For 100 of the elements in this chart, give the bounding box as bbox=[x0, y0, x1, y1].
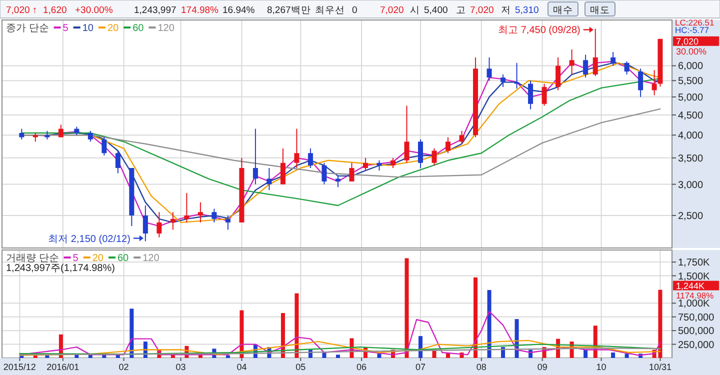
candlestick bbox=[58, 124, 64, 138]
candlestick bbox=[376, 160, 382, 172]
candlestick bbox=[624, 61, 630, 76]
candlestick bbox=[115, 150, 120, 174]
candlestick bbox=[184, 192, 190, 223]
x-tick-label: 06 bbox=[356, 362, 367, 372]
candlestick bbox=[610, 52, 616, 66]
candlestick bbox=[556, 56, 561, 91]
legend-label: 120 bbox=[158, 23, 175, 34]
candlestick bbox=[500, 74, 506, 88]
bar bbox=[474, 277, 478, 358]
x-tick-label: 2016/01 bbox=[46, 362, 80, 372]
candlestick bbox=[390, 157, 396, 168]
x-tick-label: 03 bbox=[176, 362, 186, 372]
bar bbox=[501, 347, 506, 358]
candlestick bbox=[170, 212, 176, 230]
candlestick bbox=[294, 128, 300, 168]
annotation: 최저 2,150 (02/12) bbox=[48, 234, 130, 245]
candlestick bbox=[528, 80, 534, 110]
candlestick bbox=[102, 136, 107, 156]
bar bbox=[611, 352, 616, 358]
bar bbox=[487, 290, 492, 358]
line-series bbox=[19, 348, 661, 356]
candlestick bbox=[446, 136, 451, 154]
bar bbox=[226, 355, 230, 358]
bar bbox=[322, 352, 326, 358]
bar bbox=[404, 258, 409, 358]
header: 7,020 ↑ 1,620 +30.00% 1,243,997 174.98% 16.94% 8,267백만 최우선 0 7,020 시 5,400 고 7,020 저 5,310 매수 매도 bbox=[0, 0, 720, 18]
legend-label: 20 bbox=[107, 23, 120, 34]
legend-label: 5 bbox=[62, 23, 69, 34]
legend-label: 120 bbox=[142, 253, 160, 264]
y-tick-label: 750,000 bbox=[678, 312, 715, 324]
bar bbox=[377, 354, 382, 358]
candlestick bbox=[432, 148, 437, 166]
candlestick bbox=[266, 167, 272, 191]
candlestick bbox=[252, 128, 258, 185]
y-tick-label: 1,750K bbox=[678, 258, 710, 269]
candlestick bbox=[156, 212, 162, 238]
x-tick-label: 02 bbox=[118, 362, 129, 372]
legend-label: 60 bbox=[117, 253, 130, 264]
x-tick-label: 2015/12 bbox=[3, 362, 36, 372]
y-tick-label: 1,000K bbox=[678, 298, 710, 310]
legend-title: 종가 단순 bbox=[6, 23, 49, 34]
x-tick-label: 10 bbox=[596, 362, 606, 372]
candlestick bbox=[335, 175, 340, 188]
y-tick-label: 500,000 bbox=[678, 326, 715, 338]
annotation: 1,243,997주(1,174.98%) bbox=[6, 263, 115, 274]
candlestick bbox=[212, 208, 217, 223]
legend-label: 5 bbox=[72, 253, 79, 264]
y-tick-label: 6,000 bbox=[678, 61, 704, 72]
candlestick bbox=[349, 162, 354, 182]
candlestick bbox=[638, 68, 644, 98]
y-tick-label: 3,500 bbox=[678, 153, 704, 164]
y-tick-label: 3,000 bbox=[678, 180, 704, 191]
y-tick-label: 2,500 bbox=[678, 210, 704, 222]
legend-label: 10 bbox=[82, 23, 94, 34]
text: 30.00% bbox=[676, 46, 707, 56]
text: 1,244K bbox=[676, 280, 705, 291]
candlestick bbox=[308, 148, 313, 168]
candlestick bbox=[88, 130, 93, 142]
y-tick-label: 5,000 bbox=[678, 92, 704, 104]
text: 7,020 bbox=[676, 36, 699, 46]
legend-label: 60 bbox=[132, 23, 144, 34]
candlestick bbox=[542, 83, 547, 106]
y-tick-label: 250,000 bbox=[678, 340, 715, 351]
candlestick bbox=[198, 202, 203, 223]
candlestick bbox=[652, 70, 657, 96]
candlestick bbox=[225, 214, 230, 230]
x-tick-label: 07 bbox=[415, 362, 426, 372]
legend-label: 20 bbox=[92, 253, 104, 264]
bar bbox=[336, 354, 340, 358]
bar bbox=[280, 313, 285, 358]
candlestick bbox=[19, 128, 24, 140]
candlestick bbox=[322, 162, 327, 185]
x-tick-label: 05 bbox=[296, 362, 306, 372]
legend-title: 거래량 단순 bbox=[6, 253, 59, 264]
annotation: 최고 7,450 (09/28) bbox=[498, 25, 580, 36]
bar bbox=[624, 354, 629, 358]
text: HC:-5.77 bbox=[675, 25, 710, 35]
x-tick-label: 09 bbox=[537, 362, 548, 372]
text: LC:226.51 bbox=[675, 18, 714, 28]
candlestick bbox=[569, 48, 574, 76]
candlestick bbox=[418, 138, 424, 168]
x-tick-label: 08 bbox=[476, 362, 486, 372]
candlestick bbox=[583, 54, 588, 78]
bar bbox=[294, 293, 299, 358]
candlestick bbox=[459, 130, 464, 144]
bar bbox=[130, 308, 134, 358]
x-tick-label: 04 bbox=[236, 362, 247, 372]
x-tick-label: 10/31 bbox=[648, 362, 672, 372]
candlestick bbox=[404, 105, 410, 164]
bar bbox=[584, 350, 588, 358]
candlestick bbox=[280, 148, 286, 185]
candlestick bbox=[362, 157, 368, 172]
text: 1174.98% bbox=[676, 290, 714, 300]
y-tick-label: 4,500 bbox=[678, 110, 704, 122]
candlestick bbox=[486, 56, 492, 82]
y-tick-label: 1,500K bbox=[678, 271, 710, 282]
candlestick bbox=[514, 62, 520, 90]
y-tick-label: 4,000 bbox=[678, 130, 704, 142]
